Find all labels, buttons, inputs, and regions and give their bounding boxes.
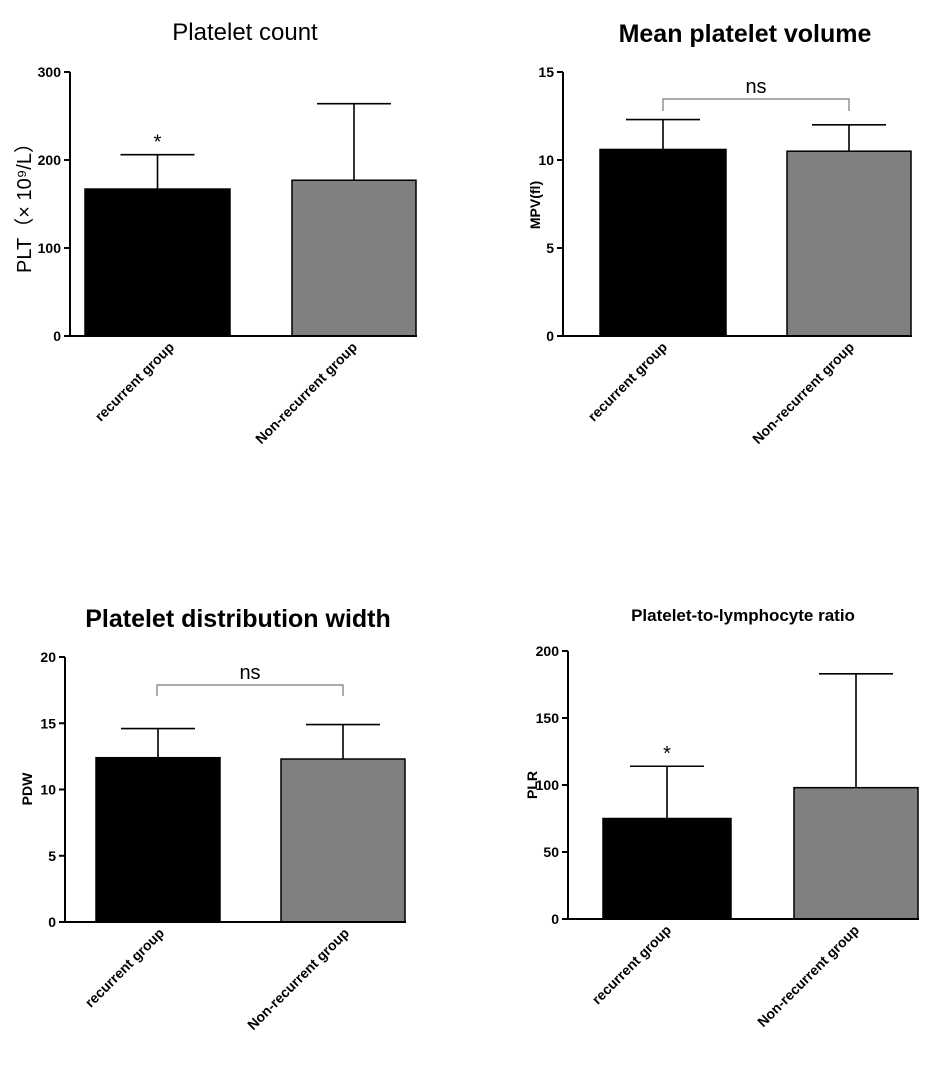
chart-platelet-count: Platelet count PLT（× 10⁹/L） 0 100 200 300 re… [13,19,417,447]
error-bar-non-recurrent [812,124,886,152]
significance-label: ns [745,76,766,98]
significance-star: * [663,743,671,765]
y-axis-label: MPV(fl) [527,181,543,229]
x-category-label: Non-recurrent group [754,922,862,1030]
chart-title: Platelet distribution width [85,605,391,633]
y-tick-label: 100 [536,777,560,793]
y-tick-label: 20 [40,649,56,665]
plot-area: 0 5 10 15 20 recurrent group Non-recurrent gro… [40,649,406,1033]
error-bar-recurrent [121,727,195,758]
significance-bracket [662,98,850,111]
chart-mean-platelet-volume: Mean platelet volume MPV(fl) 0 5 10 15 recur… [527,20,912,447]
y-axis-label: PLT（× 10⁹/L） [13,133,36,273]
y-tick-label: 50 [543,844,559,860]
significance-bracket [156,684,344,696]
x-category-label: recurrent group [585,339,671,425]
bar-recurrent [84,188,231,337]
y-tick-label: 100 [38,240,62,256]
error-bar-non-recurrent [819,672,893,788]
plot-area: 0 5 10 15 recurrent group Non-recurrent group… [538,64,912,447]
x-category-label: recurrent group [92,339,178,425]
plot-area: 0 50 100 150 200 recurrent group Non-recurrent… [536,643,919,1030]
y-tick-label: 0 [48,914,56,930]
chart-title: Mean platelet volume [619,20,872,48]
bar-recurrent [95,756,221,923]
error-bar-recurrent [626,118,700,150]
y-tick-label: 15 [40,715,56,731]
significance-star: * [154,132,162,154]
chart-title: Platelet count [172,19,318,46]
x-category-label: Non-recurrent group [244,925,352,1033]
bar-non-recurrent [291,179,417,337]
chart-platelet-distribution-width: Platelet distribution width PDW 0 5 10 15 20… [19,605,406,1033]
bar-non-recurrent [280,758,406,923]
plot-area: 0 100 200 300 recurrent group Non-recurrent g… [38,64,417,447]
bar-non-recurrent [793,786,919,920]
y-tick-label: 200 [536,643,560,659]
bar-non-recurrent [786,150,912,337]
chart-platelet-to-lymphocyte-ratio: Platelet-to-lymphocyte ratio PLR 0 50 100 1… [524,606,919,1030]
bar-recurrent [602,817,732,920]
y-tick-label: 0 [546,328,554,344]
y-axis-label: PLR [524,771,540,799]
bar-recurrent [599,148,727,337]
y-tick-label: 150 [536,710,560,726]
y-axis-label: PDW [19,772,35,805]
chart-title: Platelet-to-lymphocyte ratio [631,606,855,625]
error-bar-recurrent [630,765,704,819]
y-tick-label: 15 [538,64,554,80]
error-bar-recurrent [120,153,195,190]
y-tick-label: 5 [48,848,56,864]
significance-label: ns [239,662,260,684]
error-bar-non-recurrent [306,723,380,760]
x-category-label: recurrent group [589,922,675,1008]
y-tick-label: 10 [40,782,56,798]
y-tick-label: 200 [38,152,62,168]
x-category-label: Non-recurrent group [252,339,360,447]
x-category-label: recurrent group [82,925,168,1011]
x-category-label: Non-recurrent group [749,339,857,447]
y-tick-label: 0 [53,328,61,344]
y-tick-label: 300 [38,64,62,80]
error-bar-non-recurrent [317,102,391,181]
y-tick-label: 5 [546,240,554,256]
y-tick-label: 0 [551,911,559,927]
y-tick-label: 10 [538,152,554,168]
